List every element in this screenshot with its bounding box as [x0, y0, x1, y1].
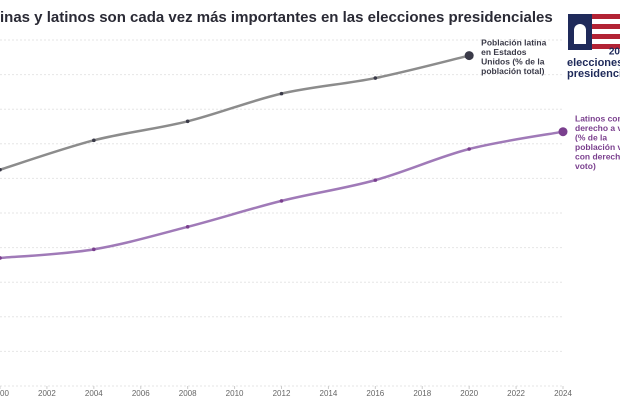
x-tick-label: 2016: [366, 389, 384, 398]
series-line: [0, 130, 564, 260]
logo-stripe: [572, 34, 620, 39]
series-label: Población latina en Estados Unidos (% de l…: [481, 38, 546, 77]
x-tick-label: 2004: [85, 389, 103, 398]
x-tick-label: 2014: [320, 389, 338, 398]
logo-text: presidencia: [567, 68, 620, 80]
point: [373, 76, 378, 80]
logo-text: elecciones: [567, 57, 620, 69]
point: [0, 167, 2, 172]
x-tick-label: 00: [0, 389, 9, 398]
x-tick-label: 2018: [413, 389, 431, 398]
x-tick-label: 2008: [179, 389, 197, 398]
x-tick-label: 2012: [273, 389, 291, 398]
point: [185, 119, 190, 124]
logo-year: 20: [609, 47, 620, 58]
point: [279, 199, 284, 203]
x-tick-label: 2010: [226, 389, 244, 398]
point: [373, 178, 378, 182]
chart-title: inas y latinos son cada vez más importan…: [0, 9, 553, 26]
logo-stripe: [572, 24, 620, 29]
logo-stripe: [572, 14, 620, 19]
point: [92, 138, 96, 143]
logo-stripe: [572, 44, 620, 49]
logo: 20 elecciones presidencia: [566, 12, 620, 80]
point: [464, 51, 474, 61]
point: [279, 91, 284, 96]
point: [0, 256, 2, 260]
x-tick-label: 2002: [38, 389, 56, 398]
point: [467, 147, 471, 151]
x-tick-label: 2020: [460, 389, 478, 398]
point: [558, 127, 568, 137]
series-line: [0, 54, 470, 171]
x-tick-label: 2024: [554, 389, 572, 398]
point: [92, 247, 96, 252]
x-tick-label: 2022: [507, 389, 525, 398]
series-label: Latinos con derecho a v (% de la población …: [575, 114, 620, 172]
logo-building: [574, 24, 586, 44]
point: [185, 225, 190, 229]
x-tick-label: 2006: [132, 389, 150, 398]
